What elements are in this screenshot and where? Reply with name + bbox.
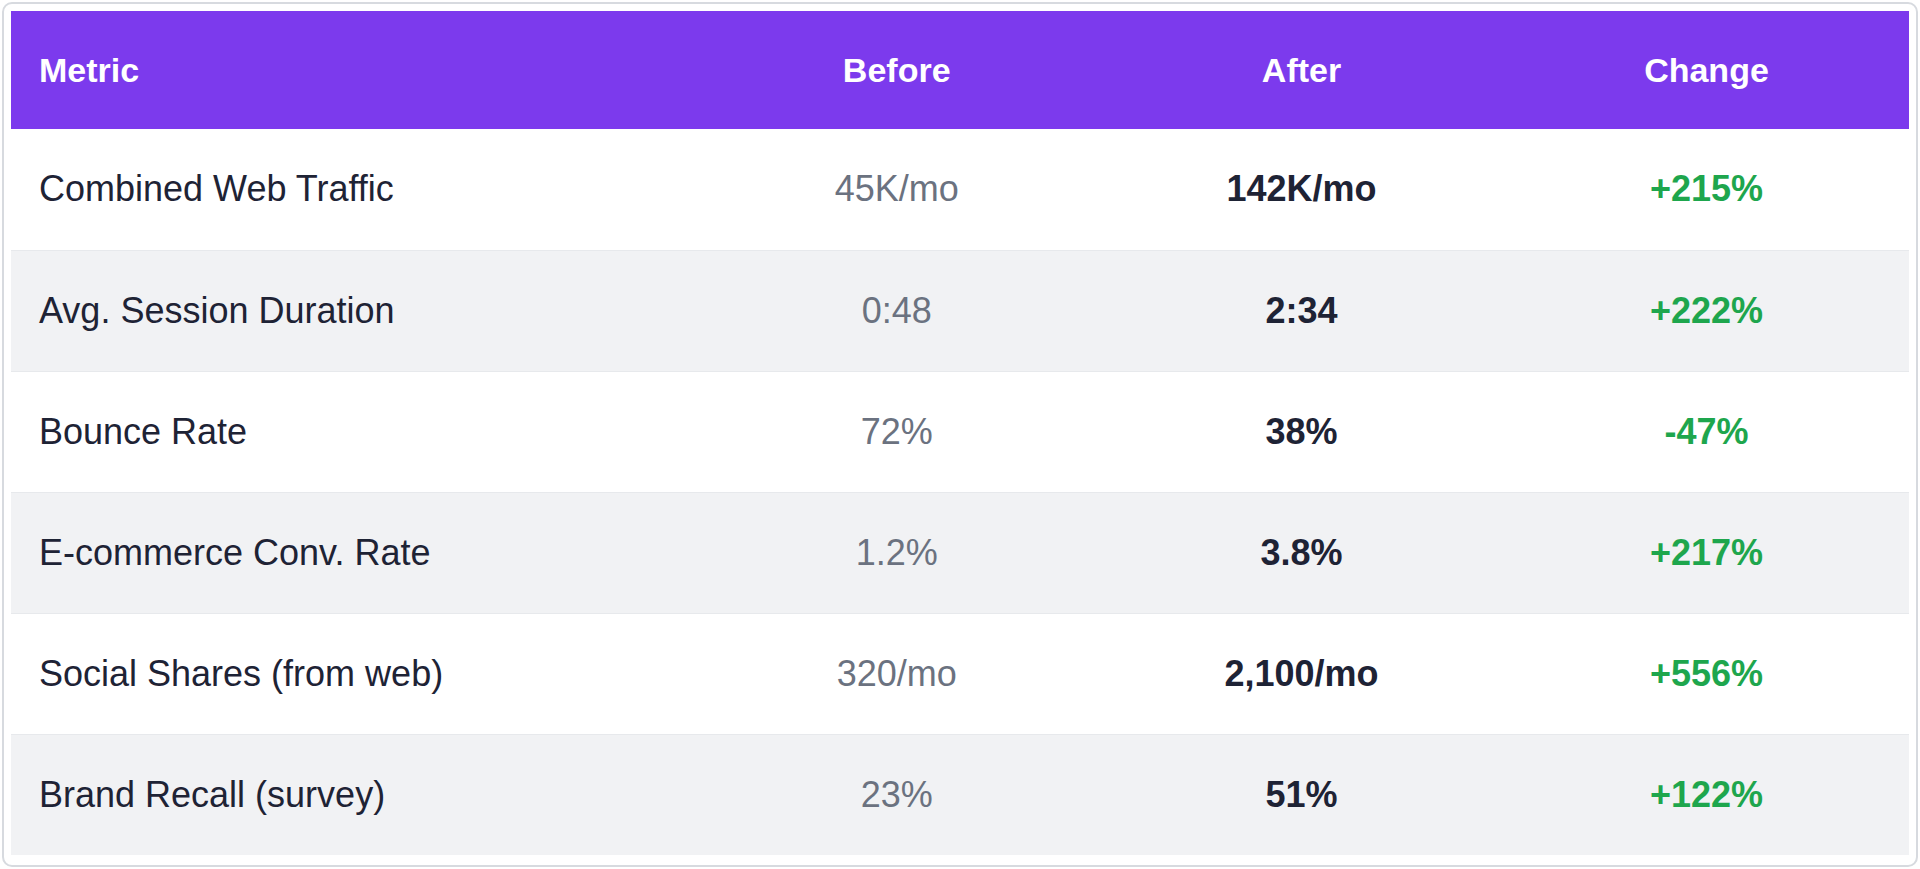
after-cell: 142K/mo [1099,129,1504,250]
before-cell: 45K/mo [694,129,1099,250]
after-cell: 2,100/mo [1099,613,1504,734]
before-cell: 23% [694,734,1099,855]
column-header-metric: Metric [11,11,694,129]
after-cell: 38% [1099,371,1504,492]
metric-cell: E-commerce Conv. Rate [11,492,694,613]
column-header-change: Change [1504,11,1909,129]
header-row: Metric Before After Change [11,11,1909,129]
table-row: Avg. Session Duration 0:48 2:34 +222% [11,250,1909,371]
metric-cell: Avg. Session Duration [11,250,694,371]
metric-cell: Social Shares (from web) [11,613,694,734]
after-cell: 3.8% [1099,492,1504,613]
metric-cell: Combined Web Traffic [11,129,694,250]
table-row: Bounce Rate 72% 38% -47% [11,371,1909,492]
column-header-before: Before [694,11,1099,129]
change-cell: +217% [1504,492,1909,613]
table-card: Metric Before After Change Combined Web … [2,2,1918,867]
after-cell: 51% [1099,734,1504,855]
after-cell: 2:34 [1099,250,1504,371]
table-row: E-commerce Conv. Rate 1.2% 3.8% +217% [11,492,1909,613]
metric-cell: Brand Recall (survey) [11,734,694,855]
before-cell: 320/mo [694,613,1099,734]
metrics-comparison-table: Metric Before After Change Combined Web … [11,11,1909,855]
before-cell: 0:48 [694,250,1099,371]
table-row: Brand Recall (survey) 23% 51% +122% [11,734,1909,855]
change-cell: +122% [1504,734,1909,855]
metric-cell: Bounce Rate [11,371,694,492]
change-cell: +556% [1504,613,1909,734]
table-row: Combined Web Traffic 45K/mo 142K/mo +215… [11,129,1909,250]
change-cell: -47% [1504,371,1909,492]
change-cell: +222% [1504,250,1909,371]
table-header: Metric Before After Change [11,11,1909,129]
before-cell: 72% [694,371,1099,492]
table-row: Social Shares (from web) 320/mo 2,100/mo… [11,613,1909,734]
before-cell: 1.2% [694,492,1099,613]
table-body: Combined Web Traffic 45K/mo 142K/mo +215… [11,129,1909,855]
column-header-after: After [1099,11,1504,129]
change-cell: +215% [1504,129,1909,250]
